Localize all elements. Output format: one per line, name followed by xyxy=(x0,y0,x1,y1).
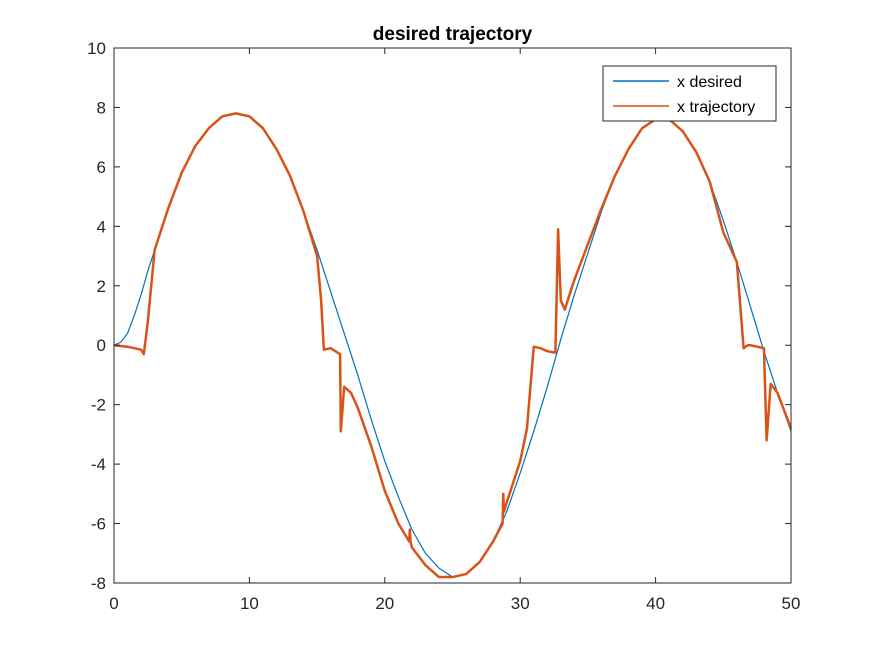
plot-area-background xyxy=(114,48,791,583)
y-tick-label: 4 xyxy=(97,217,106,236)
legend-box xyxy=(602,65,777,122)
x-tick-label: 10 xyxy=(240,594,259,613)
y-tick-label: -4 xyxy=(91,455,106,474)
legend-label-2: x trajectory xyxy=(677,99,755,116)
y-tick-label: 8 xyxy=(97,98,106,117)
x-tick-label: 20 xyxy=(375,594,394,613)
x-tick-label: 0 xyxy=(109,594,118,613)
y-tick-label: 6 xyxy=(97,158,106,177)
y-tick-label: -8 xyxy=(91,574,106,593)
y-tick-label: -2 xyxy=(91,396,106,415)
chart-title: desired trajectory xyxy=(373,24,533,45)
y-tick-label: -6 xyxy=(91,515,106,534)
series-line-2 xyxy=(113,112,793,579)
legend-label-1: x desired xyxy=(677,74,742,91)
y-tick-label: 10 xyxy=(87,39,106,58)
legend: x desired x trajectory xyxy=(602,65,777,122)
x-tick-label: 40 xyxy=(646,594,665,613)
tick-layer: 0 10 20 30 40 50 -8 -6 -4 -2 0 2 4 6 8 10 xyxy=(87,39,800,613)
plot-area-frame xyxy=(113,47,792,584)
x-tick-label: 30 xyxy=(511,594,530,613)
y-tick-label: 0 xyxy=(97,336,106,355)
x-tick-label: 50 xyxy=(782,594,801,613)
y-tick-label: 2 xyxy=(97,277,106,296)
